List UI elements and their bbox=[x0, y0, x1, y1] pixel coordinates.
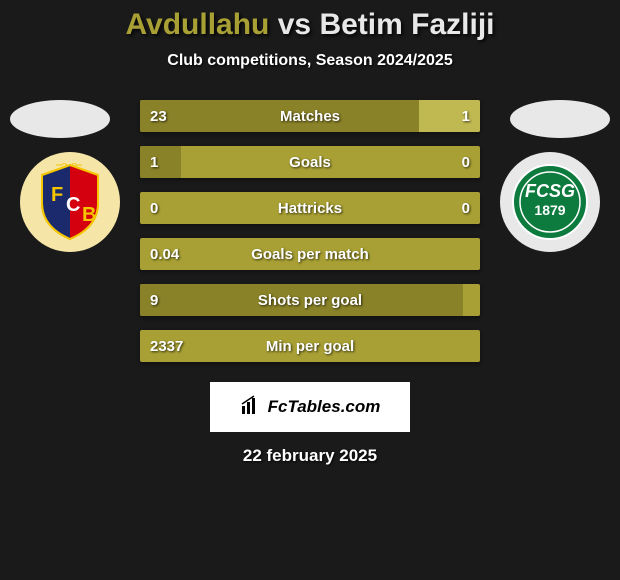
svg-text:1879: 1879 bbox=[534, 202, 565, 218]
stat-bar-goals: 1 Goals 0 bbox=[140, 146, 480, 178]
stat-right-value: 0 bbox=[462, 200, 470, 217]
stat-bar-matches: 23 Matches 1 bbox=[140, 100, 480, 132]
comparison-card: Avdullahu vs Betim Fazliji Club competit… bbox=[0, 0, 620, 580]
svg-text:F: F bbox=[51, 184, 63, 206]
stat-bar-min-per-goal: 2337 Min per goal bbox=[140, 330, 480, 362]
subtitle: Club competitions, Season 2024/2025 bbox=[0, 52, 620, 70]
stat-bar-hattricks: 0 Hattricks 0 bbox=[140, 192, 480, 224]
player2-club-badge: FCSG 1879 bbox=[500, 152, 600, 252]
stat-right-value: 1 bbox=[462, 108, 470, 125]
svg-text:FCSG: FCSG bbox=[525, 181, 575, 201]
stat-right-value: 0 bbox=[462, 154, 470, 171]
bar-fill-left bbox=[140, 146, 181, 178]
svg-text:C: C bbox=[66, 194, 80, 216]
fc-basel-crest-icon: F C B bbox=[36, 163, 104, 241]
stat-left-value: 0 bbox=[150, 200, 158, 217]
stat-label: Goals bbox=[289, 154, 331, 171]
stat-left-value: 1 bbox=[150, 154, 158, 171]
fc-st-gallen-crest-icon: FCSG 1879 bbox=[511, 163, 589, 241]
stat-left-value: 2337 bbox=[150, 338, 183, 355]
player2-name: Betim Fazliji bbox=[319, 8, 494, 41]
stat-left-value: 0.04 bbox=[150, 246, 179, 263]
bar-fill-right bbox=[419, 100, 480, 132]
stat-label: Matches bbox=[280, 108, 340, 125]
stat-label: Hattricks bbox=[278, 200, 342, 217]
player2-platform bbox=[510, 100, 610, 138]
stat-label: Goals per match bbox=[251, 246, 369, 263]
stat-left-value: 9 bbox=[150, 292, 158, 309]
brand-text: FcTables.com bbox=[268, 397, 381, 417]
player1-platform bbox=[10, 100, 110, 138]
stat-label: Min per goal bbox=[266, 338, 354, 355]
stat-bars: 23 Matches 1 1 Goals 0 0 Hattricks 0 bbox=[140, 100, 480, 362]
stat-bar-shots-per-goal: 9 Shots per goal bbox=[140, 284, 480, 316]
player1-name: Avdullahu bbox=[125, 8, 269, 41]
player1-club-badge: F C B bbox=[20, 152, 120, 252]
chart-icon bbox=[240, 394, 262, 421]
comparison-area: F C B FCSG 1879 bbox=[0, 100, 620, 466]
brand-link[interactable]: FcTables.com bbox=[210, 382, 410, 432]
svg-text:B: B bbox=[82, 204, 96, 226]
date-text: 22 february 2025 bbox=[0, 446, 620, 466]
stat-left-value: 23 bbox=[150, 108, 167, 125]
stat-label: Shots per goal bbox=[258, 292, 362, 309]
stat-bar-goals-per-match: 0.04 Goals per match bbox=[140, 238, 480, 270]
page-title: Avdullahu vs Betim Fazliji bbox=[0, 8, 620, 42]
vs-text: vs bbox=[278, 8, 311, 41]
